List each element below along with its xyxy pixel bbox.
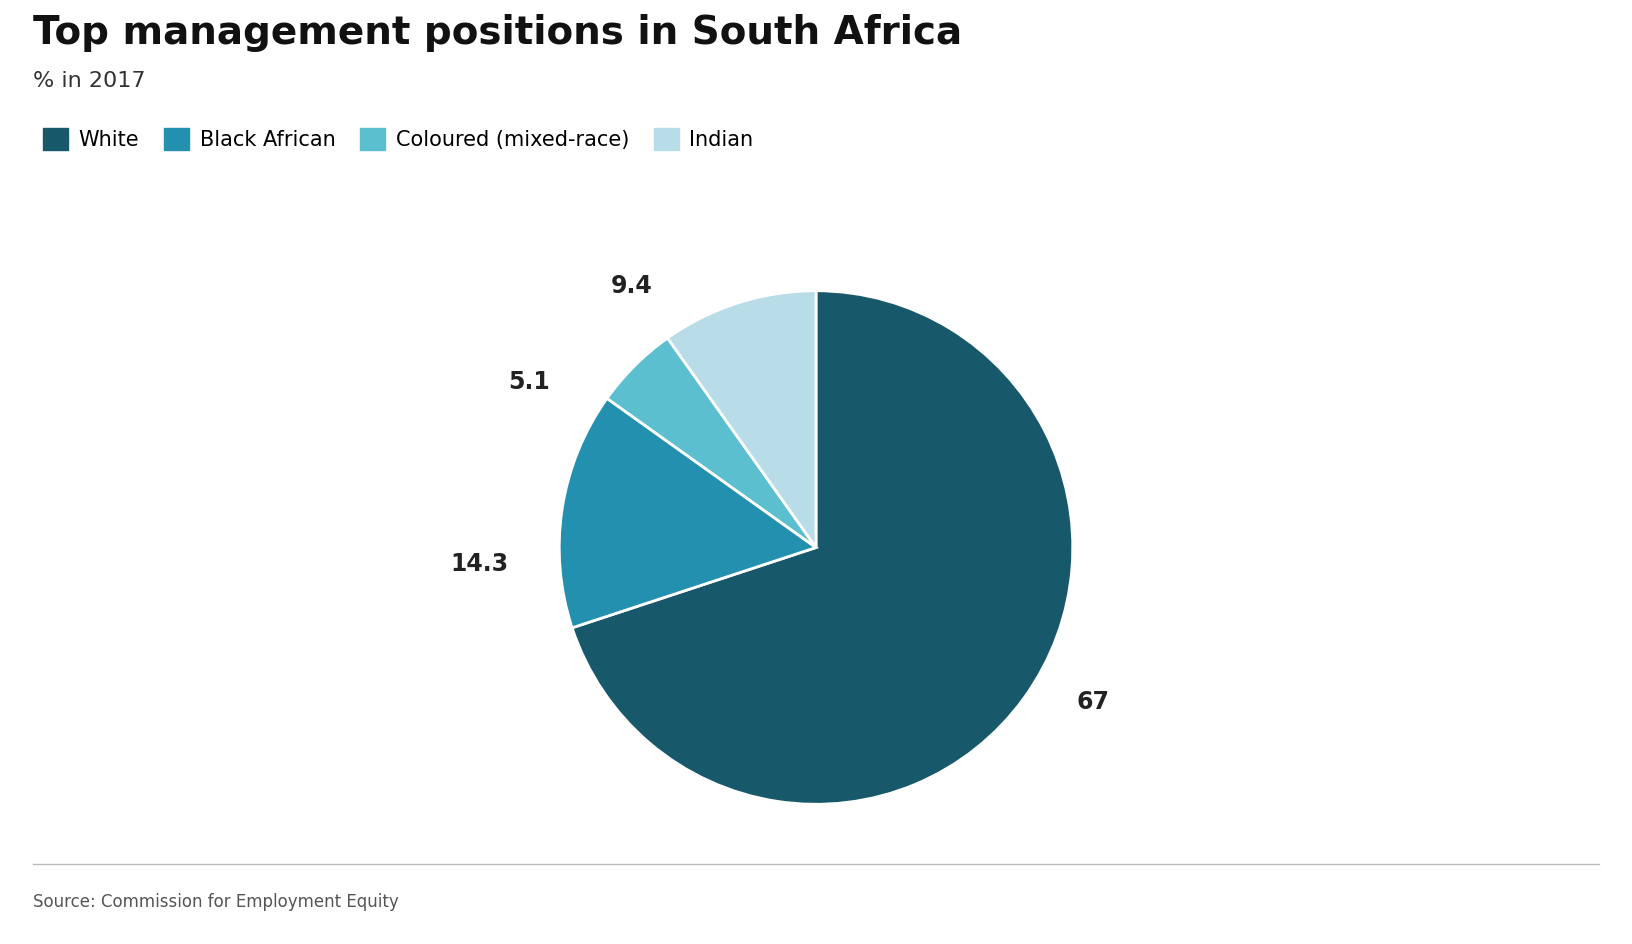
Wedge shape [573,291,1072,804]
Text: Source: Commission for Employment Equity: Source: Commission for Employment Equity [33,892,398,911]
Wedge shape [667,291,816,548]
Wedge shape [560,398,816,628]
Text: BBC: BBC [1526,892,1573,913]
Text: 9.4: 9.4 [610,275,653,298]
Legend: White, Black African, Coloured (mixed-race), Indian: White, Black African, Coloured (mixed-ra… [42,128,754,150]
Text: 67: 67 [1077,690,1110,714]
Text: % in 2017: % in 2017 [33,71,145,91]
Text: 5.1: 5.1 [508,370,550,395]
Wedge shape [607,338,816,548]
Text: Top management positions in South Africa: Top management positions in South Africa [33,14,961,52]
Text: 14.3: 14.3 [450,552,508,576]
